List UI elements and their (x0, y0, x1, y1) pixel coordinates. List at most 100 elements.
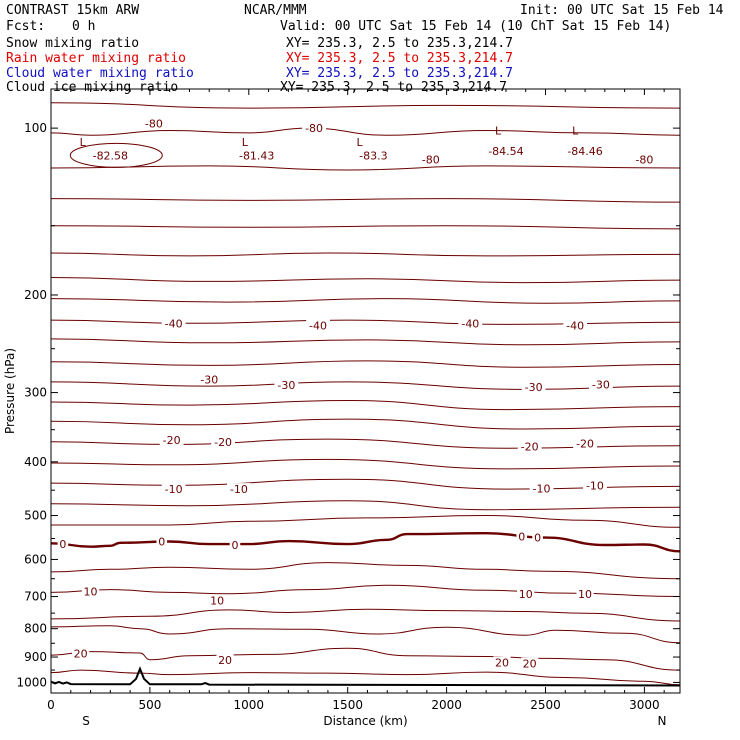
y-tick-label: 800 (24, 622, 47, 636)
contour-label: -40 (461, 317, 479, 330)
low-marker: L (572, 125, 579, 138)
field-rain-name: Rain water mixing ratio (6, 51, 187, 66)
contour-label-bg (159, 433, 184, 446)
isotherm-line (51, 198, 680, 203)
contour-label-bg (161, 317, 186, 330)
contour-label: -83.3 (359, 149, 387, 162)
contour-label: -30 (592, 378, 610, 391)
low-marker: L (80, 136, 87, 149)
contour-label: -10 (533, 483, 551, 496)
contour-label-bg (484, 145, 528, 158)
isotherm-line (51, 625, 680, 644)
contour-label: -20 (163, 434, 181, 447)
contour-label-bg (418, 153, 443, 166)
y-tick-label: 200 (24, 288, 47, 302)
isotherm-line (69, 142, 163, 168)
low-marker: L (495, 125, 502, 138)
x-tick-label: 2000 (431, 698, 462, 712)
terrain-profile (50, 666, 681, 687)
contour-label: 0 (59, 538, 66, 551)
contour-label-bg (583, 479, 607, 492)
contour-label-bg (197, 373, 222, 386)
contour-label-bg (521, 657, 539, 670)
field-cloudice-xy: XY= 235.3, 2.5 to 235.3,214.7 (280, 80, 507, 95)
contour-label-bg (563, 319, 588, 332)
contour-label: -82.58 (93, 149, 128, 162)
y-tick-label: 700 (24, 590, 47, 604)
contour-label-bg (81, 585, 100, 598)
contour-label-bg (234, 149, 279, 162)
contour-label: -10 (165, 483, 183, 496)
isotherm-line (51, 562, 680, 580)
contour-label: -80 (635, 154, 653, 167)
low-marker: L (356, 136, 363, 149)
contour-label-bg (493, 656, 511, 669)
isotherm-line (51, 381, 680, 390)
contour-label: 0 (158, 536, 165, 549)
contour-label-bg (458, 317, 483, 330)
contour-label: 10 (210, 595, 224, 608)
field-snow-xy: XY= 235.3, 2.5 to 235.3,214.7 (286, 36, 513, 51)
contour-label-bg (576, 588, 594, 601)
contour-label: 20 (74, 647, 88, 660)
x-tick-label: 2500 (530, 698, 561, 712)
terrain-line (50, 666, 681, 687)
y-axis-label: Pressure (hPa) (3, 348, 17, 434)
contour-label-bg (563, 145, 607, 158)
isotherm-line (51, 584, 680, 597)
contour-label: -20 (214, 436, 232, 449)
x-axis: 0 500 1000 1500 2000 2500 3000 (47, 89, 665, 712)
x-tick-label: 0 (47, 698, 55, 712)
isotherm-line (51, 277, 680, 284)
isotherm-line (51, 102, 680, 109)
y-tick-label: 400 (24, 455, 47, 469)
isotherm-line (51, 514, 680, 528)
contour-label: -40 (165, 317, 183, 330)
y-tick-label: 600 (24, 552, 47, 566)
contour-label: 20 (523, 658, 537, 671)
field-cloudwater-name: Cloud water mixing ratio (6, 66, 194, 81)
forecast-label: Fcst: (6, 19, 46, 34)
isotherm-line (51, 458, 680, 470)
contour-label: -10 (586, 479, 604, 492)
contour-label-bg (211, 435, 235, 448)
isotherm-line (51, 165, 680, 171)
center-name: NCAR/MMM (244, 3, 307, 18)
contour-label-bg (354, 149, 392, 162)
contour-label: 0 (534, 532, 541, 545)
isotherm-line (51, 478, 680, 490)
contour-label-bg (588, 378, 613, 391)
isotherm-line (51, 608, 680, 622)
north-end-label: N (658, 714, 667, 728)
contour-label: 10 (84, 586, 98, 599)
contour-label-bg (156, 535, 168, 548)
contour-label-bg (529, 482, 554, 495)
valid-time: Valid: 00 UTC Sat 15 Feb 14 (10 ChT Sat … (280, 19, 672, 34)
isotherm-line (51, 418, 680, 430)
plot-frame (50, 88, 681, 694)
contour-label: -84.46 (567, 145, 602, 158)
contour-label: -40 (566, 319, 584, 332)
isotherm-line (51, 338, 680, 346)
isotherm-line (51, 252, 680, 257)
field-cloudice-name: Cloud ice mixing ratio (6, 80, 179, 95)
y-tick-label: 300 (24, 386, 47, 400)
contour-label: -80 (422, 154, 440, 167)
contour-label-bg (72, 647, 90, 660)
field-snow-name: Snow mixing ratio (6, 36, 140, 51)
contour-label: -30 (277, 379, 295, 392)
contour-label-bg (632, 153, 657, 166)
contour-label: -84.54 (488, 145, 523, 158)
contour-label: 20 (218, 654, 232, 667)
isotherm-line (51, 225, 680, 230)
contour-label-bg (229, 538, 241, 551)
isotherm-lines (51, 102, 680, 686)
field-rain-xy: XY= 235.3, 2.5 to 235.3,214.7 (286, 51, 513, 66)
contour-label-bg (216, 654, 234, 667)
isotherm-line (51, 298, 680, 304)
contour-labels: -82.58 -81.43 -83.3 -84.54 -84.46 -80 -80 -80 -8… (57, 117, 657, 671)
model-title: CONTRAST 15km ARW (6, 3, 140, 18)
contour-label: 20 (495, 656, 509, 669)
south-end-label: S (82, 714, 90, 728)
